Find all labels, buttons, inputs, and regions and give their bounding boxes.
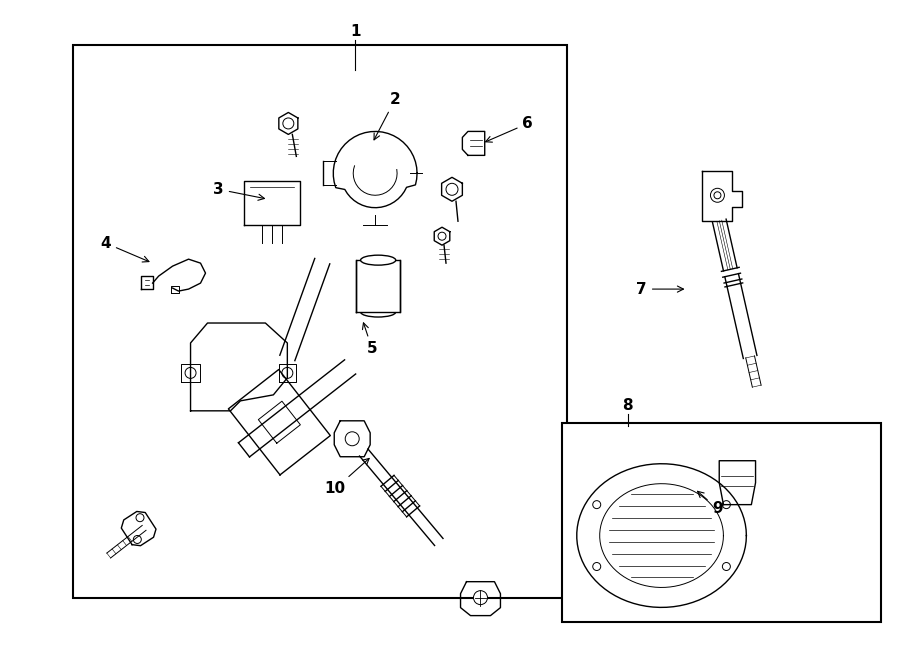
- Circle shape: [283, 118, 293, 129]
- Circle shape: [710, 188, 724, 202]
- Circle shape: [185, 368, 196, 378]
- Text: 5: 5: [363, 323, 377, 356]
- Circle shape: [446, 183, 458, 195]
- Text: 10: 10: [325, 459, 369, 496]
- Circle shape: [136, 514, 144, 522]
- Circle shape: [593, 500, 600, 508]
- Text: 2: 2: [374, 92, 400, 140]
- Circle shape: [346, 432, 359, 446]
- Text: 4: 4: [101, 236, 148, 262]
- Text: 7: 7: [636, 282, 683, 297]
- Bar: [562, 423, 881, 623]
- Circle shape: [438, 232, 446, 240]
- Circle shape: [593, 563, 600, 570]
- Text: 1: 1: [350, 24, 360, 39]
- Text: 8: 8: [622, 399, 633, 413]
- Circle shape: [723, 500, 731, 508]
- Text: 9: 9: [698, 491, 723, 516]
- Text: 6: 6: [486, 116, 533, 142]
- Circle shape: [714, 192, 721, 199]
- Text: 3: 3: [213, 182, 265, 200]
- Circle shape: [282, 368, 292, 378]
- Ellipse shape: [361, 255, 396, 265]
- Circle shape: [723, 563, 731, 570]
- Circle shape: [133, 535, 141, 543]
- Circle shape: [473, 591, 488, 605]
- Bar: [73, 44, 567, 598]
